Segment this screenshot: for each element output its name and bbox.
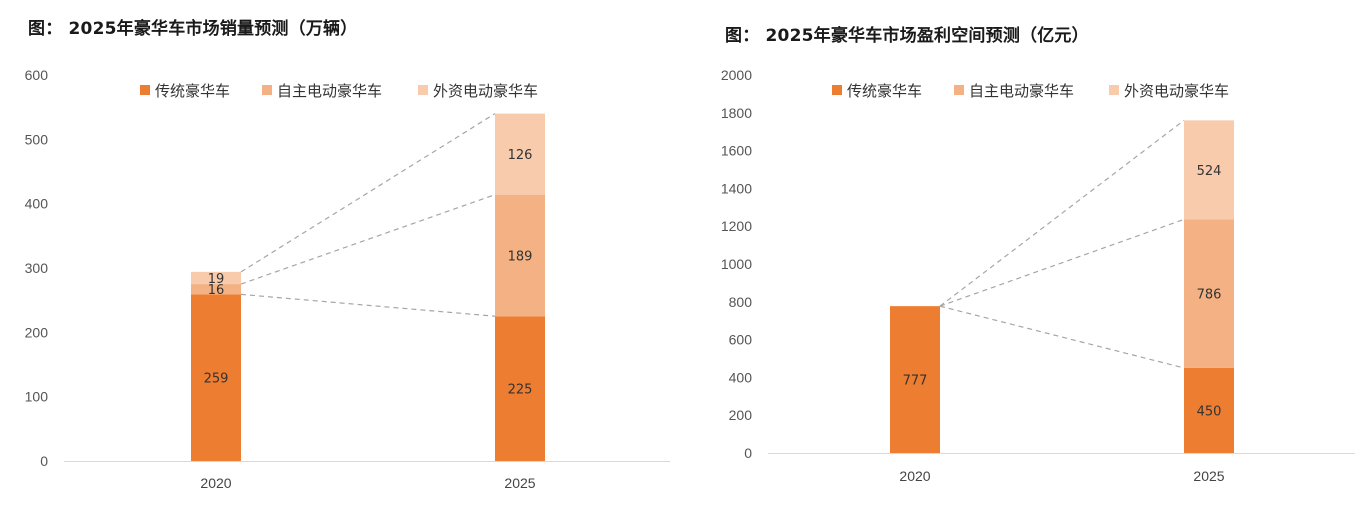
y-tick-label: 1400 — [721, 180, 752, 196]
bar-segment — [191, 271, 241, 285]
chart-title: 图： 2025年豪华车市场盈利空间预测（亿元） — [725, 26, 1089, 46]
sales-forecast-chart-panel: 图： 2025年豪华车市场销量预测（万辆） 0 100 200 300 400 500 60… — [25, 19, 670, 491]
connector-line — [240, 113, 496, 273]
y-tick-label: 400 — [25, 196, 49, 212]
connector-line — [939, 305, 1185, 369]
y-tick-label: 400 — [729, 369, 753, 385]
y-tick-label: 100 — [25, 389, 49, 405]
bar-segment — [191, 294, 241, 461]
y-tick-label: 0 — [40, 453, 48, 469]
chart-title: 图： 2025年豪华车市场销量预测（万辆） — [28, 19, 358, 39]
bar-segment — [1184, 219, 1234, 368]
legend-label: 传统豪华车 — [847, 82, 922, 100]
data-label: 126 — [508, 148, 533, 163]
bar-segment — [191, 284, 241, 295]
y-tick-label: 600 — [729, 332, 753, 348]
bar-segment — [495, 113, 545, 195]
legend-swatch — [262, 85, 272, 95]
x-category-label: 2025 — [504, 475, 535, 491]
legend-label: 传统豪华车 — [155, 82, 230, 100]
connector-line — [939, 119, 1185, 307]
profit-forecast-chart: 0 200 400 600 800 1000 1200 1400 1600 1800 2000 777… — [721, 67, 1355, 484]
data-label: 786 — [1197, 288, 1222, 303]
y-tick-label: 2000 — [721, 67, 752, 83]
bar-segment — [1184, 120, 1234, 220]
data-label: 259 — [204, 372, 229, 387]
data-label: 16 — [208, 283, 225, 298]
data-label: 225 — [508, 383, 533, 398]
y-tick-label: 500 — [25, 131, 49, 147]
y-tick-label: 1800 — [721, 105, 752, 121]
legend-swatch — [140, 85, 150, 95]
y-tick-label: 200 — [25, 324, 49, 340]
legend-label: 自主电动豪华车 — [277, 82, 382, 100]
connector-line — [240, 194, 496, 285]
bar-segment — [890, 306, 940, 453]
legend-swatch — [954, 85, 964, 95]
y-tick-label: 200 — [729, 407, 753, 423]
bar-segment — [495, 316, 545, 461]
legend-swatch — [1109, 85, 1119, 95]
data-label: 19 — [208, 272, 225, 287]
y-tick-label: 1000 — [721, 256, 752, 272]
y-tick-label: 1200 — [721, 218, 752, 234]
data-label: 524 — [1197, 164, 1222, 179]
legend-swatch — [832, 85, 842, 95]
y-tick-label: 800 — [729, 294, 753, 310]
y-tick-label: 1600 — [721, 143, 752, 159]
data-label: 777 — [903, 374, 928, 389]
bar-segment — [1184, 367, 1234, 453]
legend-label: 外资电动豪华车 — [1124, 82, 1229, 100]
data-label: 450 — [1197, 404, 1222, 419]
connector-line — [240, 293, 496, 317]
legend-label: 自主电动豪华车 — [969, 82, 1074, 100]
bar-segment — [495, 194, 545, 317]
x-category-label: 2020 — [899, 468, 930, 484]
x-category-label: 2020 — [200, 475, 231, 491]
y-tick-label: 600 — [25, 67, 49, 83]
legend-label: 外资电动豪华车 — [433, 82, 538, 100]
y-tick-label: 300 — [25, 260, 49, 276]
profit-forecast-chart-panel: 图： 2025年豪华车市场盈利空间预测（亿元） 0 200 400 600 800 100… — [700, 0, 1365, 510]
x-category-label: 2025 — [1193, 468, 1224, 484]
connector-line — [939, 218, 1185, 307]
legend-swatch — [418, 85, 428, 95]
data-label: 189 — [508, 249, 533, 264]
y-tick-label: 0 — [744, 445, 752, 461]
